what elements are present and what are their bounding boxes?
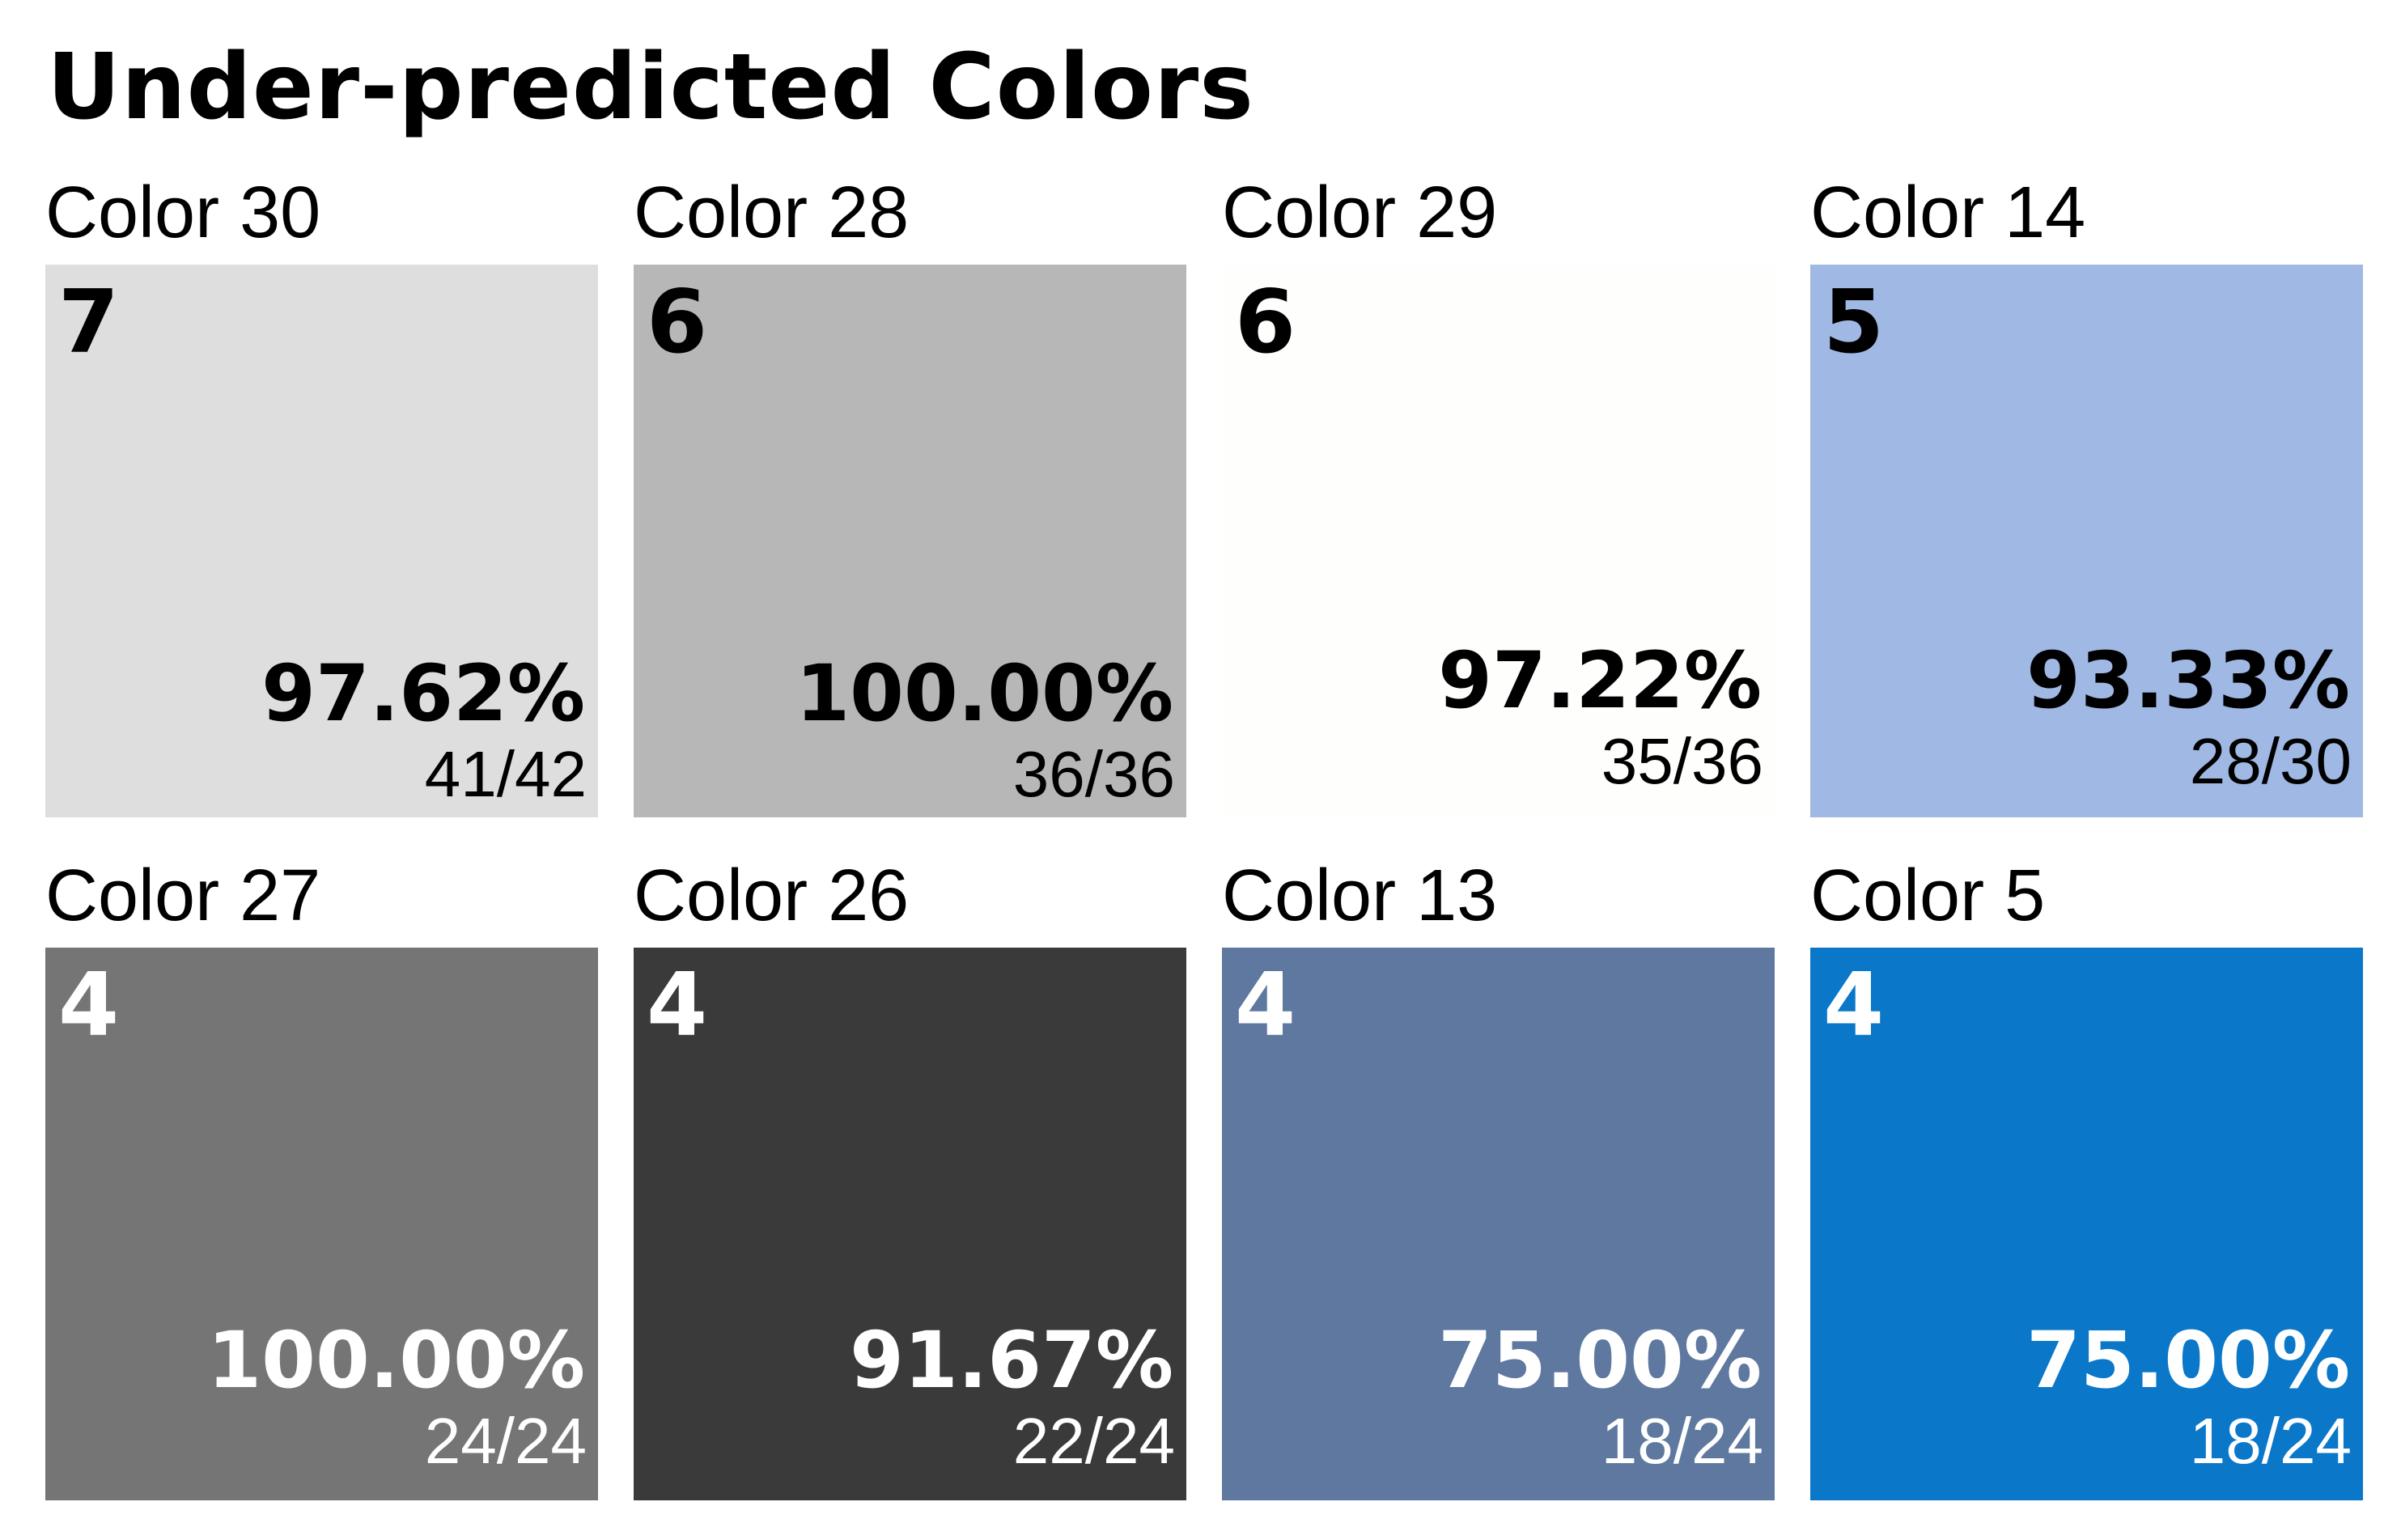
rank-value: 6 — [647, 272, 708, 373]
color-card: Color 14 5 93.33% 28/30 — [1810, 176, 2363, 817]
percent-value: 91.67% — [850, 1315, 1173, 1406]
fraction-value: 35/36 — [1601, 725, 1763, 797]
percent-value: 100.00% — [207, 1315, 585, 1406]
fraction-value: 28/30 — [2189, 725, 2352, 797]
percent-value: 93.33% — [2026, 635, 2350, 726]
percent-value: 97.22% — [1438, 635, 1762, 726]
color-label: Color 27 — [45, 855, 321, 936]
fraction-value: 18/24 — [2189, 1405, 2352, 1477]
color-label: Color 14 — [1810, 172, 2086, 253]
percent-value: 100.00% — [795, 648, 1173, 739]
color-label: Color 26 — [634, 855, 910, 936]
color-label: Color 30 — [45, 172, 321, 253]
color-label: Color 13 — [1222, 855, 1498, 936]
color-swatch: 7 97.62% 41/42 — [45, 265, 598, 817]
rank-value: 6 — [1235, 272, 1296, 373]
rank-value: 5 — [1823, 272, 1885, 373]
color-card: Color 26 4 91.67% 22/24 — [634, 859, 1186, 1500]
fraction-value: 24/24 — [424, 1405, 587, 1477]
rank-value: 4 — [647, 955, 708, 1056]
percent-value: 75.00% — [1438, 1315, 1762, 1406]
color-card: Color 28 6 100.00% 36/36 — [634, 176, 1186, 817]
color-card: Color 5 4 75.00% 18/24 — [1810, 859, 2363, 1500]
percent-value: 75.00% — [2026, 1315, 2350, 1406]
color-swatch: 5 93.33% 28/30 — [1810, 265, 2363, 817]
color-label: Color 28 — [634, 172, 910, 253]
color-swatch: 4 100.00% 24/24 — [45, 948, 598, 1500]
rank-value: 4 — [1235, 955, 1296, 1056]
fraction-value: 41/42 — [424, 738, 587, 810]
color-swatch: 4 91.67% 22/24 — [634, 948, 1186, 1500]
fraction-value: 22/24 — [1012, 1405, 1175, 1477]
rank-value: 7 — [58, 272, 120, 373]
color-card: Color 30 7 97.62% 41/42 — [45, 176, 598, 817]
rank-value: 4 — [1823, 955, 1885, 1056]
color-card: Color 13 4 75.00% 18/24 — [1222, 859, 1775, 1500]
page-title: Under-predicted Colors — [47, 35, 1254, 140]
rank-value: 4 — [58, 955, 120, 1056]
color-swatch: 6 97.22% 35/36 — [1222, 265, 1775, 817]
color-swatch: 4 75.00% 18/24 — [1810, 948, 2363, 1500]
fraction-value: 18/24 — [1601, 1405, 1763, 1477]
fraction-value: 36/36 — [1012, 738, 1175, 810]
color-card: Color 27 4 100.00% 24/24 — [45, 859, 598, 1500]
color-swatch: 4 75.00% 18/24 — [1222, 948, 1775, 1500]
color-card: Color 29 6 97.22% 35/36 — [1222, 176, 1775, 817]
color-swatch: 6 100.00% 36/36 — [634, 265, 1186, 817]
percent-value: 97.62% — [261, 648, 585, 739]
color-label: Color 29 — [1222, 172, 1498, 253]
color-label: Color 5 — [1810, 855, 2046, 936]
